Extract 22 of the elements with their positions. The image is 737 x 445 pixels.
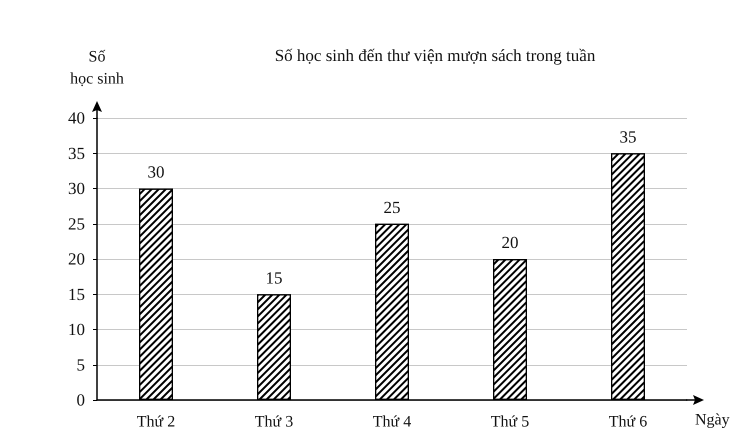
data-label: 30: [148, 162, 164, 182]
data-label: 15: [266, 268, 282, 288]
y-tick-label: 40: [68, 108, 85, 128]
x-tick-label: Thứ 2: [136, 414, 176, 430]
data-label: 35: [620, 127, 636, 146]
chart-title: Số học sinh đến thư viện mượn sách trong tuần: [274, 46, 596, 65]
y-tick-label: 30: [68, 179, 85, 198]
y-tick-label: 15: [68, 284, 85, 304]
data-label: 20: [502, 233, 518, 252]
y-tick-label: 35: [68, 144, 85, 163]
x-tick-label: Thứ 3: [254, 414, 294, 430]
y-tick-label: 20: [68, 250, 85, 268]
data-label: 25: [384, 198, 400, 217]
x-axis-title: Ngày: [695, 412, 730, 428]
y-tick-label: 0: [76, 390, 85, 410]
y-tick-label: 10: [68, 320, 85, 339]
y-tick-label: 25: [68, 214, 85, 234]
x-tick-label: Thứ 5: [490, 414, 530, 430]
x-tick-label: Thứ 6: [608, 414, 648, 430]
y-axis-title: Số học sinh: [70, 48, 124, 88]
x-tick-label: Thứ 4: [372, 414, 412, 430]
y-tick-label: 5: [76, 355, 85, 374]
